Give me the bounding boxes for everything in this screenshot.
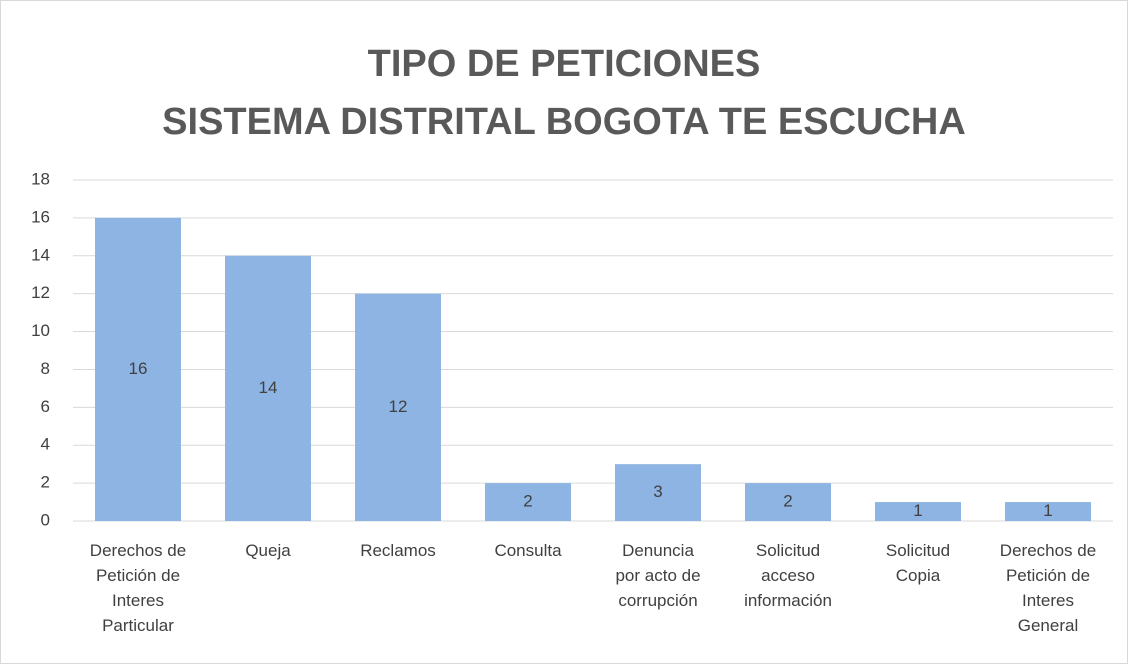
data-label: 2 (523, 492, 532, 511)
x-tick-label: Solicitud acceso información (744, 541, 832, 610)
x-tick-label: Consulta (494, 541, 562, 560)
data-label: 1 (913, 501, 922, 520)
y-tick-label: 2 (41, 473, 50, 492)
y-tick-label: 10 (31, 321, 50, 340)
y-tick-label: 18 (31, 169, 50, 188)
bar (485, 483, 571, 521)
bar (745, 483, 831, 521)
data-label: 12 (389, 397, 408, 416)
chart-subtitle: SISTEMA DISTRITAL BOGOTA TE ESCUCHA (162, 101, 966, 143)
x-tick-label: Reclamos (360, 541, 436, 560)
data-label: 3 (653, 482, 662, 501)
y-tick-label: 4 (41, 435, 50, 454)
data-label: 1 (1043, 501, 1052, 520)
y-tick-label: 8 (41, 359, 50, 378)
x-tick-label: Denuncia por acto de corrupción (615, 541, 700, 610)
bar (615, 464, 701, 521)
y-tick-label: 16 (31, 207, 50, 226)
x-tick-label: Queja (245, 541, 291, 560)
bar (355, 293, 441, 521)
data-label: 14 (259, 378, 278, 397)
y-tick-label: 14 (31, 245, 50, 264)
x-tick-label: Derechos de Petición de Interes General (1000, 541, 1096, 635)
y-tick-label: 6 (41, 397, 50, 416)
chart-title: TIPO DE PETICIONES (368, 43, 761, 85)
bar (225, 255, 311, 521)
y-tick-label: 0 (41, 510, 50, 529)
bar (1005, 502, 1091, 521)
x-tick-label: Derechos de Petición de Interes Particular (90, 541, 186, 635)
bar (875, 502, 961, 521)
data-label: 16 (129, 359, 148, 378)
x-tick-label: Solicitud Copia (886, 541, 950, 585)
data-label: 2 (783, 492, 792, 511)
bar (95, 217, 181, 521)
y-tick-label: 12 (31, 283, 50, 302)
